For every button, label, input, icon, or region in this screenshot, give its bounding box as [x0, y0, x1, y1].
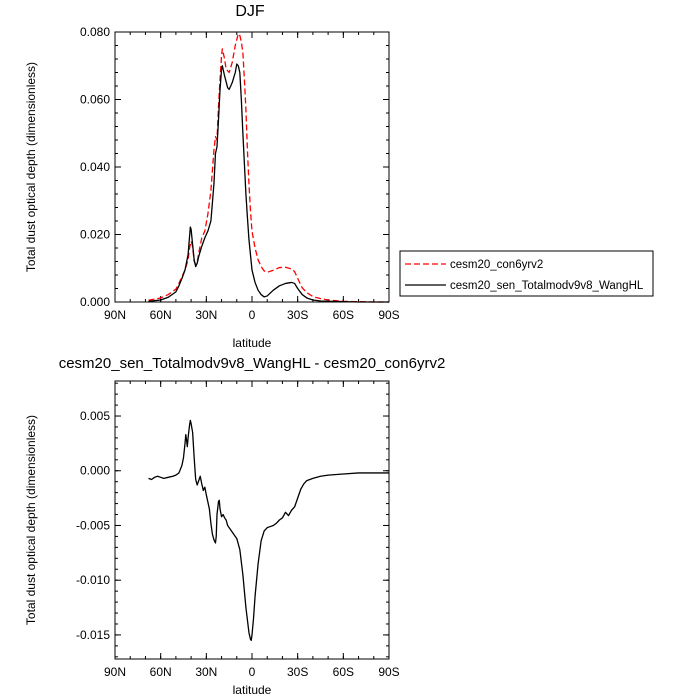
top-y-axis: 0.000 0.020 0.040 0.060 0.080	[80, 25, 389, 309]
y-tick-label: 0.000	[80, 464, 110, 478]
bottom-panel: cesm20_sen_Totalmodv9v8_WangHL - cesm20_…	[24, 355, 445, 697]
x-tick-label: 90N	[104, 308, 126, 322]
x-tick-label: 60S	[333, 308, 354, 322]
y-tick-label: -0.005	[76, 518, 110, 532]
top-plot-frame	[114, 31, 390, 303]
y-tick-label: 0.040	[80, 160, 110, 174]
legend: cesm20_con6yrv2 cesm20_sen_Totalmodv9v8_…	[399, 250, 654, 297]
x-tick-label: 30S	[287, 665, 308, 679]
x-tick-label: 30N	[195, 665, 217, 679]
top-x-axis-label: latitude	[233, 336, 272, 350]
bottom-x-axis: 90N 60N 30N 0 30S 60S 90S	[104, 381, 400, 679]
y-tick-label: 0.000	[80, 295, 110, 309]
top-series-group	[148, 33, 389, 303]
x-tick-label: 30N	[195, 308, 217, 322]
y-tick-label: 0.080	[80, 25, 110, 39]
legend-label-series-2: cesm20_sen_Totalmodv9v8_WangHL	[450, 280, 644, 292]
bottom-x-axis-label: latitude	[233, 683, 272, 697]
x-tick-label: 60N	[150, 308, 172, 322]
bottom-axes-box	[114, 380, 390, 660]
x-tick-label: 90S	[378, 308, 399, 322]
legend-box	[399, 250, 654, 297]
x-tick-label: 90N	[104, 665, 126, 679]
x-tick-label: 30S	[287, 308, 308, 322]
bottom-chart-title: cesm20_sen_Totalmodv9v8_WangHL - cesm20_…	[59, 355, 446, 372]
x-tick-label: 60S	[333, 665, 354, 679]
y-tick-label: -0.010	[76, 573, 110, 587]
bottom-y-axis-label: Total dust optical depth (dimensionless)	[24, 415, 38, 625]
bottom-series-group	[148, 419, 389, 642]
top-chart-title: DJF	[235, 3, 265, 20]
x-tick-label: 0	[249, 308, 256, 322]
x-tick-label: 60N	[150, 665, 172, 679]
x-tick-label: 90S	[378, 665, 399, 679]
bottom-y-axis: 0.005 0.000 -0.005 -0.010 -0.015	[76, 382, 389, 658]
y-tick-label: -0.015	[76, 628, 110, 642]
y-tick-label: 0.005	[80, 409, 110, 423]
bottom-plot-frame	[114, 380, 390, 660]
series-line-1	[148, 33, 389, 303]
legend-label-series-1: cesm20_con6yrv2	[450, 259, 543, 271]
top-axes-box	[114, 31, 390, 303]
y-tick-label: 0.020	[80, 228, 110, 242]
x-tick-label: 0	[249, 665, 256, 679]
y-tick-label: 0.060	[80, 93, 110, 107]
top-x-axis: 90N 60N 30N 0 30S 60S 90S	[104, 32, 400, 322]
top-y-axis-label: Total dust optical depth (dimensionless)	[24, 62, 38, 272]
series-line-1	[148, 419, 389, 642]
series-line-2	[148, 63, 389, 303]
